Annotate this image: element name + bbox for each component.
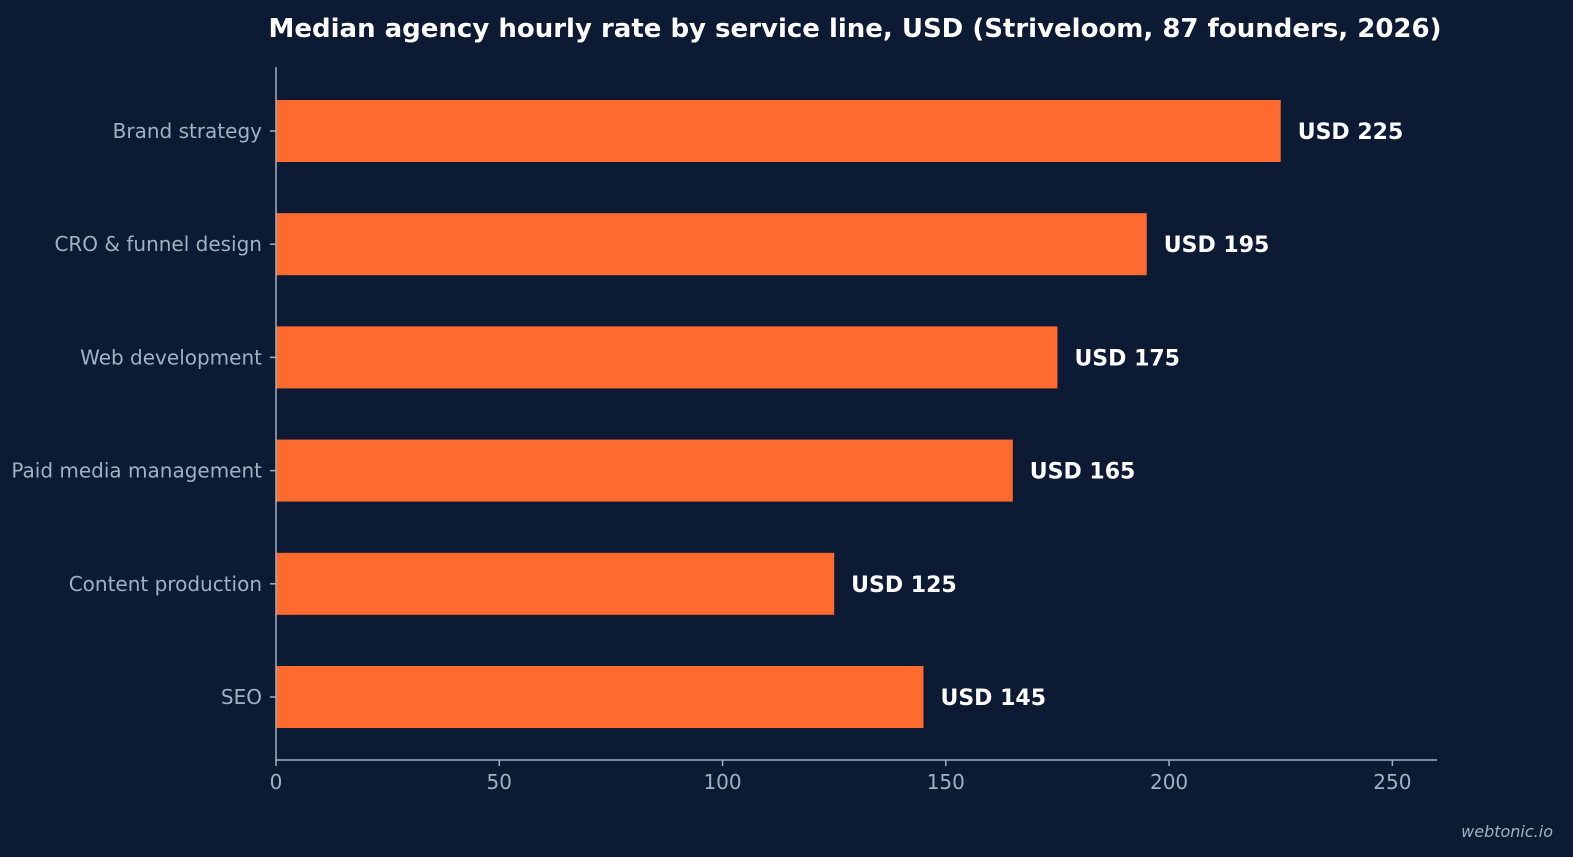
category-label: Brand strategy bbox=[113, 119, 263, 143]
bar bbox=[276, 439, 1013, 502]
x-tick-label: 200 bbox=[1150, 770, 1188, 794]
bar bbox=[276, 213, 1147, 276]
x-tick-label: 0 bbox=[270, 770, 283, 794]
bar bbox=[276, 666, 924, 728]
bar bbox=[276, 326, 1058, 389]
x-tick-label: 50 bbox=[487, 770, 512, 794]
category-label: SEO bbox=[221, 685, 262, 709]
value-label: USD 195 bbox=[1164, 233, 1270, 258]
value-label: USD 225 bbox=[1298, 120, 1404, 145]
bars-group: Brand strategy USD 225 CRO & funnel design… bbox=[11, 100, 1403, 728]
category-label: Content production bbox=[69, 572, 262, 596]
value-label: USD 125 bbox=[851, 573, 957, 598]
value-label: USD 175 bbox=[1074, 346, 1180, 371]
chart-title: Median agency hourly rate by service lin… bbox=[269, 14, 1442, 44]
value-label: USD 145 bbox=[940, 686, 1046, 711]
watermark: webtonic.io bbox=[1461, 822, 1553, 841]
category-label: Web development bbox=[80, 345, 262, 369]
axes-group bbox=[275, 67, 1437, 761]
x-tick-label: 250 bbox=[1373, 770, 1411, 794]
x-tick-label: 150 bbox=[927, 770, 965, 794]
bar bbox=[276, 552, 835, 615]
x-tick-label: 100 bbox=[703, 770, 741, 794]
value-label: USD 165 bbox=[1030, 460, 1136, 485]
x-ticks-group: 0 50 100 150 200 250 bbox=[270, 760, 1411, 794]
category-label: Paid media management bbox=[11, 459, 262, 483]
bar bbox=[276, 100, 1281, 162]
category-label: CRO & funnel design bbox=[54, 232, 262, 256]
